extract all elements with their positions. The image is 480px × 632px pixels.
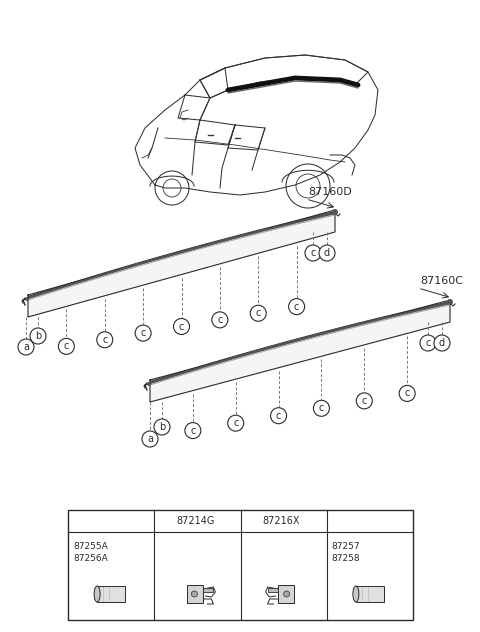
Circle shape — [330, 513, 346, 529]
Polygon shape — [150, 300, 450, 402]
Circle shape — [142, 431, 158, 447]
Circle shape — [356, 393, 372, 409]
Circle shape — [305, 245, 321, 261]
Bar — [268, 588, 277, 592]
Text: c: c — [405, 389, 410, 398]
Bar — [356, 586, 384, 602]
Text: c: c — [141, 328, 146, 338]
Circle shape — [135, 325, 151, 341]
Circle shape — [243, 513, 260, 529]
Circle shape — [447, 299, 453, 305]
Circle shape — [71, 513, 87, 529]
Text: c: c — [361, 396, 367, 406]
Text: c: c — [102, 335, 108, 344]
Circle shape — [284, 591, 289, 597]
Circle shape — [192, 591, 197, 597]
Circle shape — [420, 335, 436, 351]
Circle shape — [173, 319, 190, 334]
Text: c: c — [425, 338, 431, 348]
Bar — [277, 585, 294, 603]
Circle shape — [271, 408, 287, 423]
Text: 87257: 87257 — [332, 542, 360, 551]
Circle shape — [97, 332, 113, 348]
Text: d: d — [439, 338, 445, 348]
Text: b: b — [35, 331, 41, 341]
Circle shape — [18, 339, 34, 355]
Bar — [204, 588, 214, 592]
Text: c: c — [179, 322, 184, 332]
Text: 87256A: 87256A — [73, 554, 108, 563]
Bar — [187, 585, 204, 603]
Text: c: c — [319, 403, 324, 413]
Bar — [68, 510, 413, 620]
Circle shape — [228, 415, 244, 431]
Circle shape — [434, 335, 450, 351]
Text: a: a — [23, 342, 29, 352]
Text: c: c — [310, 248, 316, 258]
Text: a: a — [147, 434, 153, 444]
Text: c: c — [190, 425, 195, 435]
Circle shape — [157, 513, 173, 529]
Circle shape — [250, 305, 266, 321]
Circle shape — [30, 328, 46, 344]
Circle shape — [147, 382, 151, 386]
Circle shape — [332, 209, 338, 215]
Ellipse shape — [94, 586, 100, 602]
Polygon shape — [28, 210, 335, 317]
Ellipse shape — [353, 586, 359, 602]
Text: c: c — [64, 341, 69, 351]
Text: b: b — [162, 516, 168, 526]
Text: 87160D: 87160D — [308, 187, 352, 197]
Text: a: a — [76, 516, 82, 526]
Circle shape — [319, 245, 335, 261]
Text: c: c — [217, 315, 223, 325]
Text: c: c — [233, 418, 239, 428]
Text: 87214G: 87214G — [176, 516, 215, 526]
Circle shape — [313, 400, 329, 416]
Circle shape — [288, 299, 305, 315]
Text: 87258: 87258 — [332, 554, 360, 563]
Circle shape — [59, 338, 74, 355]
Text: d: d — [324, 248, 330, 258]
Circle shape — [185, 423, 201, 439]
Text: c: c — [276, 411, 281, 421]
Text: 87255A: 87255A — [73, 542, 108, 551]
Text: c: c — [294, 301, 300, 312]
Text: 87160C: 87160C — [420, 276, 463, 286]
Circle shape — [154, 419, 170, 435]
Text: b: b — [159, 422, 165, 432]
Circle shape — [25, 297, 29, 301]
Text: c: c — [255, 308, 261, 319]
Text: c: c — [249, 516, 254, 526]
Circle shape — [399, 386, 415, 401]
Bar — [97, 586, 125, 602]
Text: 87216X: 87216X — [263, 516, 300, 526]
Text: d: d — [335, 516, 341, 526]
Circle shape — [212, 312, 228, 328]
